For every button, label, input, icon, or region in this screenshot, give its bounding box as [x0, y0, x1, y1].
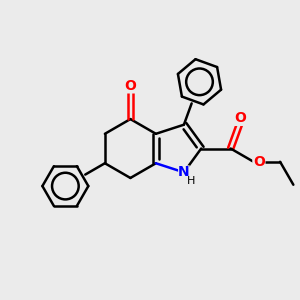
Text: O: O	[253, 155, 265, 169]
Text: O: O	[234, 111, 246, 125]
Text: O: O	[124, 79, 136, 93]
Text: N: N	[178, 165, 190, 179]
Text: H: H	[187, 176, 195, 186]
